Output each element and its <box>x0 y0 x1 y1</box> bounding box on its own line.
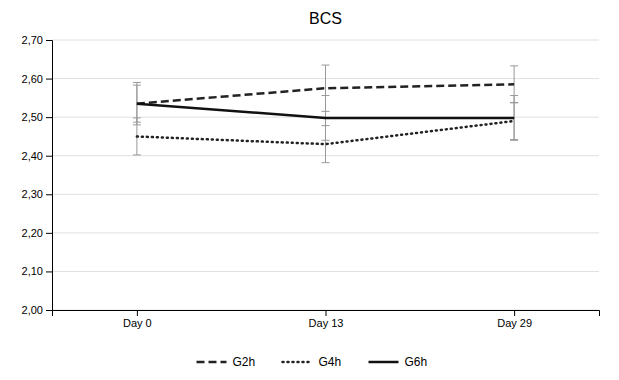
y-tick-label: 2,20 <box>22 227 43 239</box>
grid <box>52 40 599 310</box>
legend-swatch <box>369 361 399 364</box>
y-tick-label: 2,00 <box>22 304 43 316</box>
plot: 2,002,102,202,302,402,502,602,70Day 0Day… <box>22 34 600 329</box>
y-tick-mark <box>46 79 52 80</box>
grid-line <box>52 271 599 272</box>
y-tick-mark <box>46 156 52 157</box>
legend-item: G6h <box>369 355 428 369</box>
y-tick: 2,40 <box>22 150 52 162</box>
y-tick-mark <box>46 117 52 118</box>
x-tick-label: Day 0 <box>123 317 152 329</box>
y-tick-mark <box>46 194 52 195</box>
y-tick-label: 2,10 <box>22 265 43 277</box>
y-tick-label: 2,40 <box>22 150 43 162</box>
y-tick: 2,30 <box>22 188 52 200</box>
y-tick-label: 2,50 <box>22 111 43 123</box>
grid-line <box>52 40 599 41</box>
y-axis: 2,00 2,10 2,20 2,30 2,40 2,50 2,60 2,70 <box>22 34 53 316</box>
y-tick-mark <box>46 271 52 272</box>
series-line <box>137 84 514 103</box>
y-tick: 2,00 <box>22 304 52 316</box>
y-tick-label: 2,30 <box>22 188 43 200</box>
y-tick-label: 2,70 <box>22 34 43 46</box>
legend-label: G2h <box>233 355 256 369</box>
legend-label: G4h <box>319 355 342 369</box>
legend-label: G6h <box>405 355 428 369</box>
x-tick: Day 13 <box>309 310 344 329</box>
x-axis: Day 0 Day 13 Day 29 <box>53 310 600 329</box>
y-tick: 2,10 <box>22 265 52 277</box>
chart: 2,002,102,202,302,402,502,602,70Day 0Day… <box>0 0 619 380</box>
series-line <box>137 104 514 118</box>
legend: G2h G4h G6h <box>197 355 428 369</box>
x-tick-mark <box>137 310 138 316</box>
x-tick: Day 29 <box>497 310 532 329</box>
y-tick: 2,70 <box>22 34 52 46</box>
y-tick-mark <box>46 40 52 41</box>
legend-item: G2h <box>197 355 256 369</box>
x-tick: Day 0 <box>123 310 152 329</box>
y-tick: 2,60 <box>22 73 52 85</box>
y-tick: 2,20 <box>22 227 52 239</box>
legend-swatch <box>197 361 227 364</box>
grid-line <box>52 232 599 233</box>
x-axis-line <box>53 311 600 317</box>
y-tick-mark <box>46 310 52 311</box>
y-tick-mark <box>46 233 52 234</box>
x-tick-mark <box>326 310 327 316</box>
marks <box>133 65 518 163</box>
legend-swatch <box>283 361 313 364</box>
grid-line <box>52 194 599 195</box>
y-axis-line <box>46 41 53 311</box>
y-tick: 2,50 <box>22 111 52 123</box>
title: BCS <box>309 10 342 27</box>
x-tick-mark <box>514 310 515 316</box>
series-line <box>137 121 514 144</box>
x-tick-label: Day 13 <box>309 317 344 329</box>
x-tick-label: Day 29 <box>497 317 532 329</box>
legend-item: G4h <box>283 355 342 369</box>
y-tick-label: 2,60 <box>22 73 43 85</box>
error-bars <box>133 65 518 163</box>
